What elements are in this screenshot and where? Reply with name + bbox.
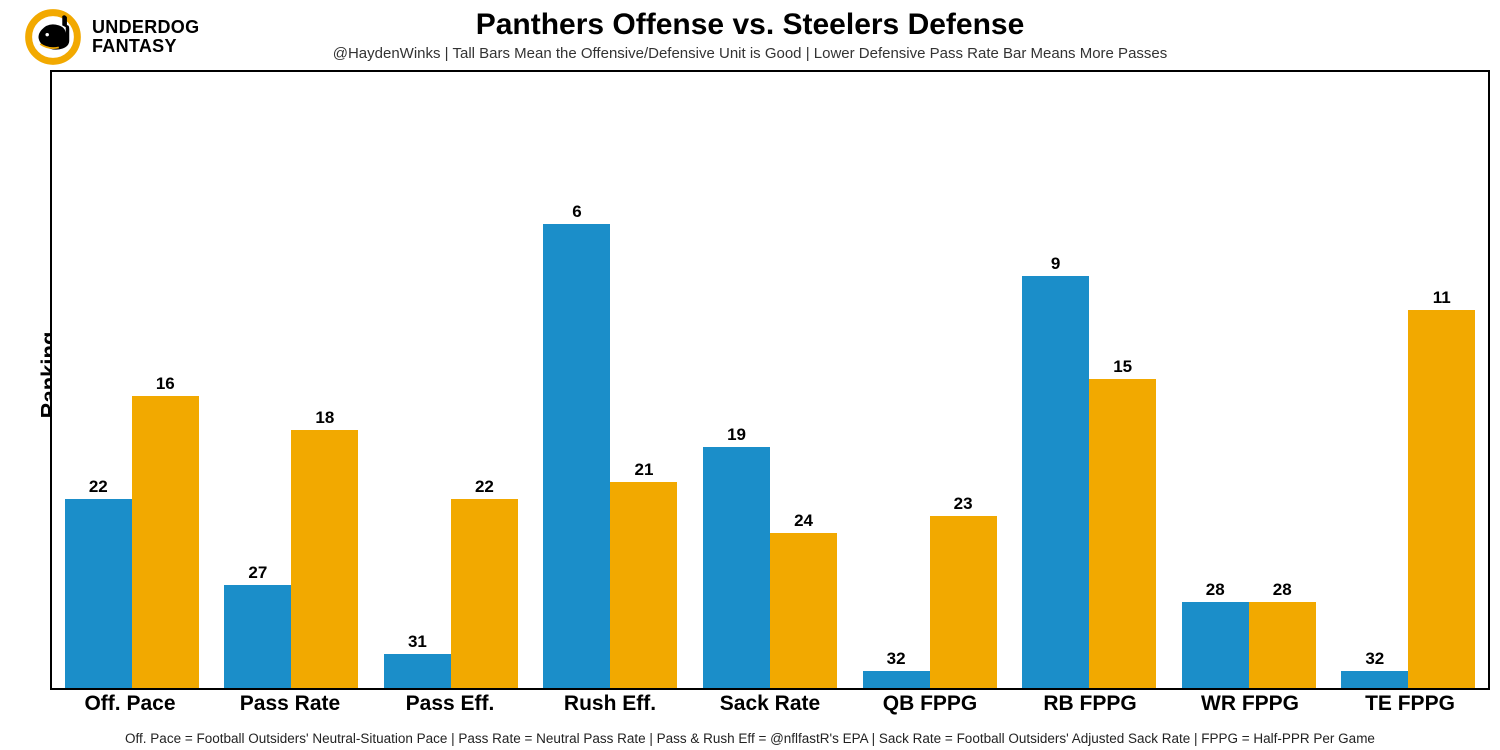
bar-group: 1924 bbox=[690, 72, 850, 688]
bar-value-label: 16 bbox=[156, 374, 175, 394]
bar-value-label: 32 bbox=[1365, 649, 1384, 669]
chart-subtitle: @HaydenWinks | Tall Bars Mean the Offens… bbox=[0, 45, 1500, 62]
bar-offense: 31 bbox=[384, 654, 451, 688]
bar-value-label: 24 bbox=[794, 511, 813, 531]
bar-group: 915 bbox=[1009, 72, 1169, 688]
x-tick-label: Rush Eff. bbox=[530, 692, 690, 716]
bar-defense: 16 bbox=[132, 396, 199, 688]
chart-container: UNDERDOG FANTASY Panthers Offense vs. St… bbox=[0, 0, 1500, 750]
bar-offense: 27 bbox=[224, 585, 291, 688]
bar-defense: 18 bbox=[291, 430, 358, 688]
bar-value-label: 9 bbox=[1051, 254, 1060, 274]
bar-value-label: 28 bbox=[1273, 580, 1292, 600]
brand-text-line1: UNDERDOG bbox=[92, 18, 199, 37]
x-tick-label: Sack Rate bbox=[690, 692, 850, 716]
bar-value-label: 19 bbox=[727, 425, 746, 445]
bar-group: 2828 bbox=[1169, 72, 1329, 688]
bar-offense: 22 bbox=[65, 499, 132, 688]
bar-defense: 11 bbox=[1408, 310, 1475, 688]
x-axis-ticks: Off. PacePass RatePass Eff.Rush Eff.Sack… bbox=[50, 692, 1490, 716]
bar-defense: 22 bbox=[451, 499, 518, 688]
bar-value-label: 15 bbox=[1113, 357, 1132, 377]
bar-offense: 28 bbox=[1182, 602, 1249, 688]
plot-area: 2216271831226211924322391528283211 bbox=[50, 70, 1490, 690]
bar-group: 621 bbox=[531, 72, 691, 688]
bar-value-label: 18 bbox=[315, 408, 334, 428]
bar-group: 2718 bbox=[212, 72, 372, 688]
brand-text: UNDERDOG FANTASY bbox=[92, 18, 199, 56]
bar-defense: 28 bbox=[1249, 602, 1316, 688]
bar-defense: 21 bbox=[610, 482, 677, 688]
bar-value-label: 21 bbox=[635, 460, 654, 480]
bar-value-label: 28 bbox=[1206, 580, 1225, 600]
x-tick-label: WR FPPG bbox=[1170, 692, 1330, 716]
underdog-icon bbox=[24, 8, 82, 66]
bar-offense: 19 bbox=[703, 447, 770, 688]
bar-defense: 15 bbox=[1089, 379, 1156, 688]
chart-title: Panthers Offense vs. Steelers Defense bbox=[0, 0, 1500, 42]
bar-value-label: 11 bbox=[1433, 288, 1451, 308]
bar-value-label: 32 bbox=[887, 649, 906, 669]
bar-value-label: 22 bbox=[89, 477, 108, 497]
bar-offense: 32 bbox=[863, 671, 930, 688]
bar-value-label: 23 bbox=[954, 494, 973, 514]
bar-group: 3211 bbox=[1329, 72, 1489, 688]
bar-value-label: 27 bbox=[248, 563, 267, 583]
bar-group: 3122 bbox=[371, 72, 531, 688]
x-tick-label: QB FPPG bbox=[850, 692, 1010, 716]
bar-value-label: 31 bbox=[408, 632, 427, 652]
bar-value-label: 6 bbox=[572, 202, 581, 222]
bar-value-label: 22 bbox=[475, 477, 494, 497]
x-tick-label: Pass Eff. bbox=[370, 692, 530, 716]
brand-text-line2: FANTASY bbox=[92, 37, 199, 56]
chart-footnote: Off. Pace = Football Outsiders' Neutral-… bbox=[0, 731, 1500, 746]
bar-offense: 6 bbox=[543, 224, 610, 688]
brand-logo: UNDERDOG FANTASY bbox=[24, 8, 199, 66]
bar-defense: 23 bbox=[930, 516, 997, 688]
bar-groups: 2216271831226211924322391528283211 bbox=[52, 72, 1488, 688]
x-tick-label: TE FPPG bbox=[1330, 692, 1490, 716]
bar-group: 3223 bbox=[850, 72, 1010, 688]
bar-offense: 32 bbox=[1341, 671, 1408, 688]
bar-defense: 24 bbox=[770, 533, 837, 688]
x-tick-label: RB FPPG bbox=[1010, 692, 1170, 716]
bar-offense: 9 bbox=[1022, 276, 1089, 689]
x-tick-label: Pass Rate bbox=[210, 692, 370, 716]
x-tick-label: Off. Pace bbox=[50, 692, 210, 716]
bar-group: 2216 bbox=[52, 72, 212, 688]
